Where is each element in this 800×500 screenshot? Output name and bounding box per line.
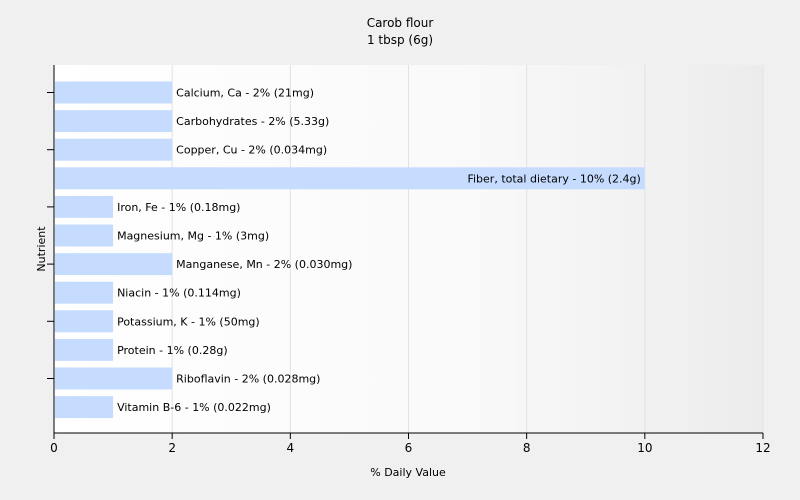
x-tick-label: 6 <box>405 441 413 455</box>
bar <box>55 224 114 247</box>
bar <box>55 310 114 333</box>
grid-lines <box>171 65 764 433</box>
chart-title: Carob flour <box>367 16 434 30</box>
bar-label: Vitamin B-6 - 1% (0.022mg) <box>117 401 271 414</box>
bar-label: Carbohydrates - 2% (5.33g) <box>176 115 329 128</box>
bar-labels: Calcium, Ca - 2% (21mg) Carbohydrates - 2… <box>117 87 641 415</box>
bar-label: Protein - 1% (0.28g) <box>117 344 228 357</box>
bar <box>55 138 173 161</box>
bar <box>55 195 114 218</box>
y-axis-label: Nutrient <box>35 226 48 272</box>
bar <box>55 281 114 304</box>
bar-label: Fiber, total dietary - 10% (2.4g) <box>467 172 640 185</box>
bar <box>55 253 173 276</box>
x-tick-label: 8 <box>523 441 531 455</box>
x-tick-label: 12 <box>755 441 770 455</box>
bars <box>55 81 645 419</box>
chart-subtitle: 1 tbsp (6g) <box>367 33 433 47</box>
x-ticks: 0 2 4 6 8 10 12 <box>50 433 771 455</box>
x-tick-label: 2 <box>168 441 176 455</box>
bar <box>55 338 114 361</box>
bar-label: Iron, Fe - 1% (0.18mg) <box>117 201 240 214</box>
x-axis-label: % Daily Value <box>370 466 446 479</box>
bar-label: Niacin - 1% (0.114mg) <box>117 287 241 300</box>
bar-label: Calcium, Ca - 2% (21mg) <box>176 87 314 100</box>
x-tick-label: 4 <box>287 441 295 455</box>
bar <box>55 396 114 419</box>
bar-label: Copper, Cu - 2% (0.034mg) <box>176 144 327 157</box>
x-tick-label: 0 <box>50 441 58 455</box>
bar <box>55 110 173 133</box>
bar-label: Magnesium, Mg - 1% (3mg) <box>117 230 269 243</box>
bar <box>55 367 173 390</box>
bar-label: Riboflavin - 2% (0.028mg) <box>176 373 320 386</box>
bar-label: Potassium, K - 1% (50mg) <box>117 315 260 328</box>
bar <box>55 167 645 190</box>
bar <box>55 81 173 104</box>
bar-label: Manganese, Mn - 2% (0.030mg) <box>176 258 352 271</box>
x-tick-label: 10 <box>637 441 652 455</box>
y-ticks <box>47 92 54 379</box>
